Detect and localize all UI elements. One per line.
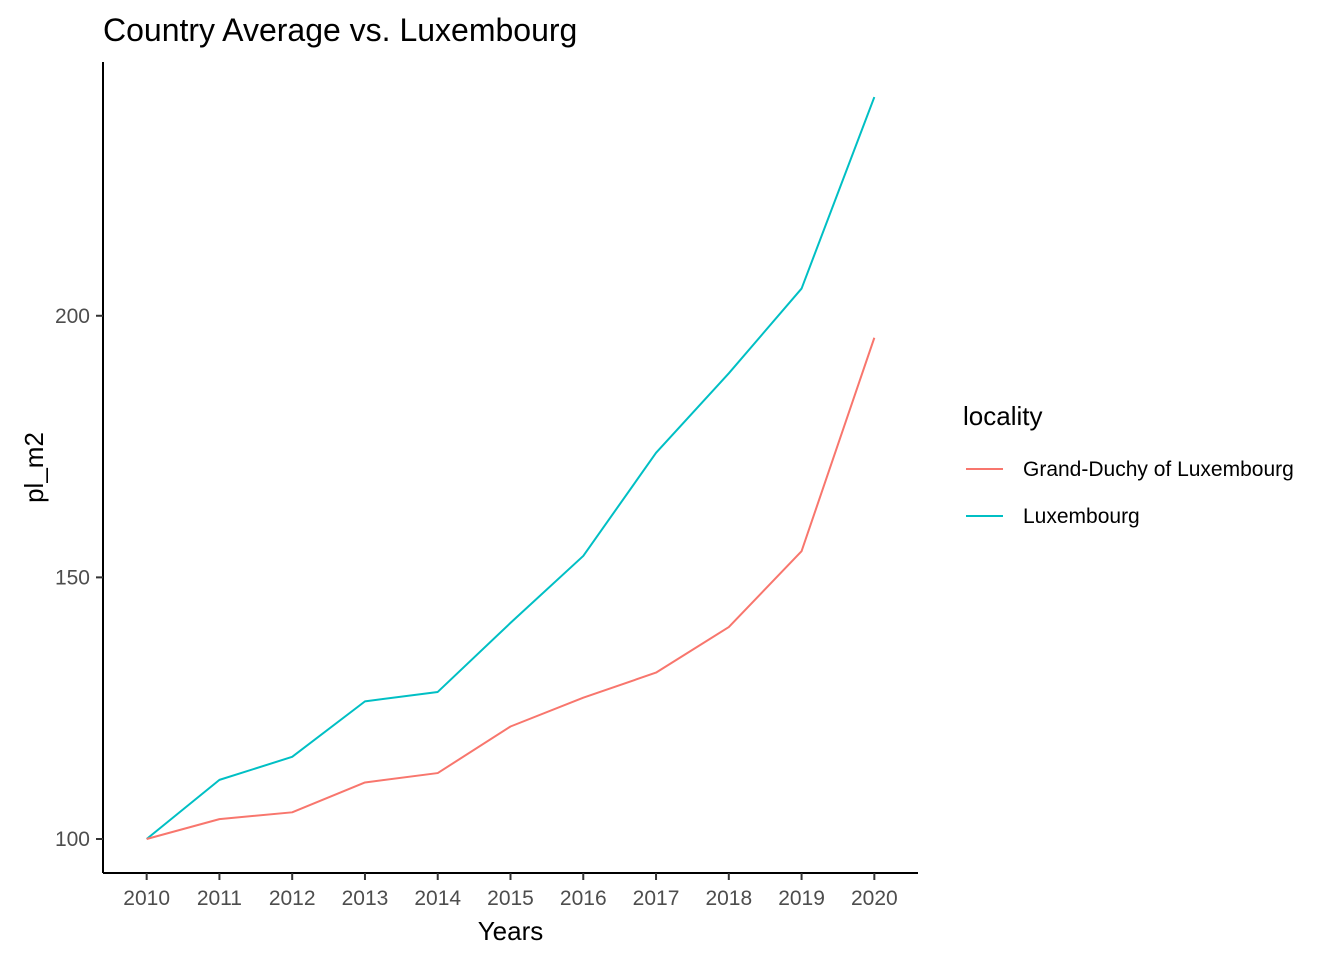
legend-title: locality (963, 401, 1042, 431)
y-tick-label: 100 (55, 828, 90, 851)
x-tick-label: 2015 (487, 887, 534, 910)
legend-label-grand-duchy-of-luxembourg: Grand-Duchy of Luxembourg (1023, 458, 1294, 481)
legend: locality Grand-Duchy of Luxembourg Luxemb… (963, 401, 1294, 528)
x-tick-label: 2018 (705, 887, 752, 910)
series-line-luxembourg (146, 96, 876, 840)
chart-title: Country Average vs. Luxembourg (103, 12, 577, 48)
legend-items: Grand-Duchy of Luxembourg Luxembourg (966, 458, 1294, 528)
y-tick-label: 150 (55, 566, 90, 589)
y-axis-ticks: 100 150 200 (55, 305, 103, 851)
series-lines (146, 96, 876, 840)
x-tick-label: 2013 (342, 887, 389, 910)
x-tick-label: 2011 (197, 887, 242, 910)
x-tick-label: 2016 (560, 887, 607, 910)
x-tick-label: 2019 (778, 887, 825, 910)
y-axis-title: pl_m2 (19, 432, 49, 503)
series-line-grand-duchy-of-luxembourg (146, 337, 876, 840)
x-tick-label: 2017 (633, 887, 680, 910)
y-tick-label: 200 (55, 305, 90, 328)
x-tick-label: 2012 (269, 887, 316, 910)
x-axis-ticks: 2010 2011 2012 2013 2014 2015 2016 2017 2018 2019… (123, 873, 898, 910)
x-axis-title: Years (478, 916, 544, 946)
x-tick-label: 2010 (123, 887, 170, 910)
legend-label-luxembourg: Luxembourg (1023, 505, 1140, 528)
x-tick-label: 2014 (414, 887, 461, 910)
x-tick-label: 2020 (851, 887, 898, 910)
